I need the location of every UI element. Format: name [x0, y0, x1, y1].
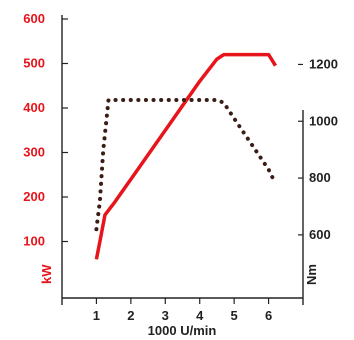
left-y-ticks: 100 200 300 400 500 600 [23, 11, 68, 249]
y-right-tick-label: 600 [309, 227, 331, 242]
y-left-tick-label: 500 [23, 56, 45, 71]
y-right-tick-label: 1000 [309, 113, 338, 128]
x-tick-label: 4 [196, 308, 204, 323]
power-line [94, 52, 277, 260]
torque-line [94, 98, 278, 232]
y-left-tick-label: 200 [23, 189, 45, 204]
y-left-axis-label: kW [39, 264, 54, 284]
x-tick-label: 1 [93, 308, 100, 323]
series-layer [94, 52, 278, 260]
x-axis-label: 1000 U/min [148, 323, 217, 338]
y-right-tick-label: 1200 [309, 56, 338, 71]
axes [61, 15, 304, 305]
y-right-axis-label: Nm [304, 264, 319, 285]
y-left-tick-label: 100 [23, 234, 45, 249]
right-y-ticks: 600 800 1000 1200 [298, 56, 338, 242]
x-tick-label: 3 [162, 308, 169, 323]
y-left-tick-label: 600 [23, 11, 45, 26]
x-ticks: 1 2 3 4 5 6 [93, 298, 272, 323]
x-tick-label: 6 [265, 308, 272, 323]
x-tick-label: 2 [127, 308, 134, 323]
y-right-tick-label: 800 [309, 170, 331, 185]
y-left-tick-label: 400 [23, 100, 45, 115]
x-tick-label: 5 [231, 308, 238, 323]
y-left-tick-label: 300 [23, 145, 45, 160]
